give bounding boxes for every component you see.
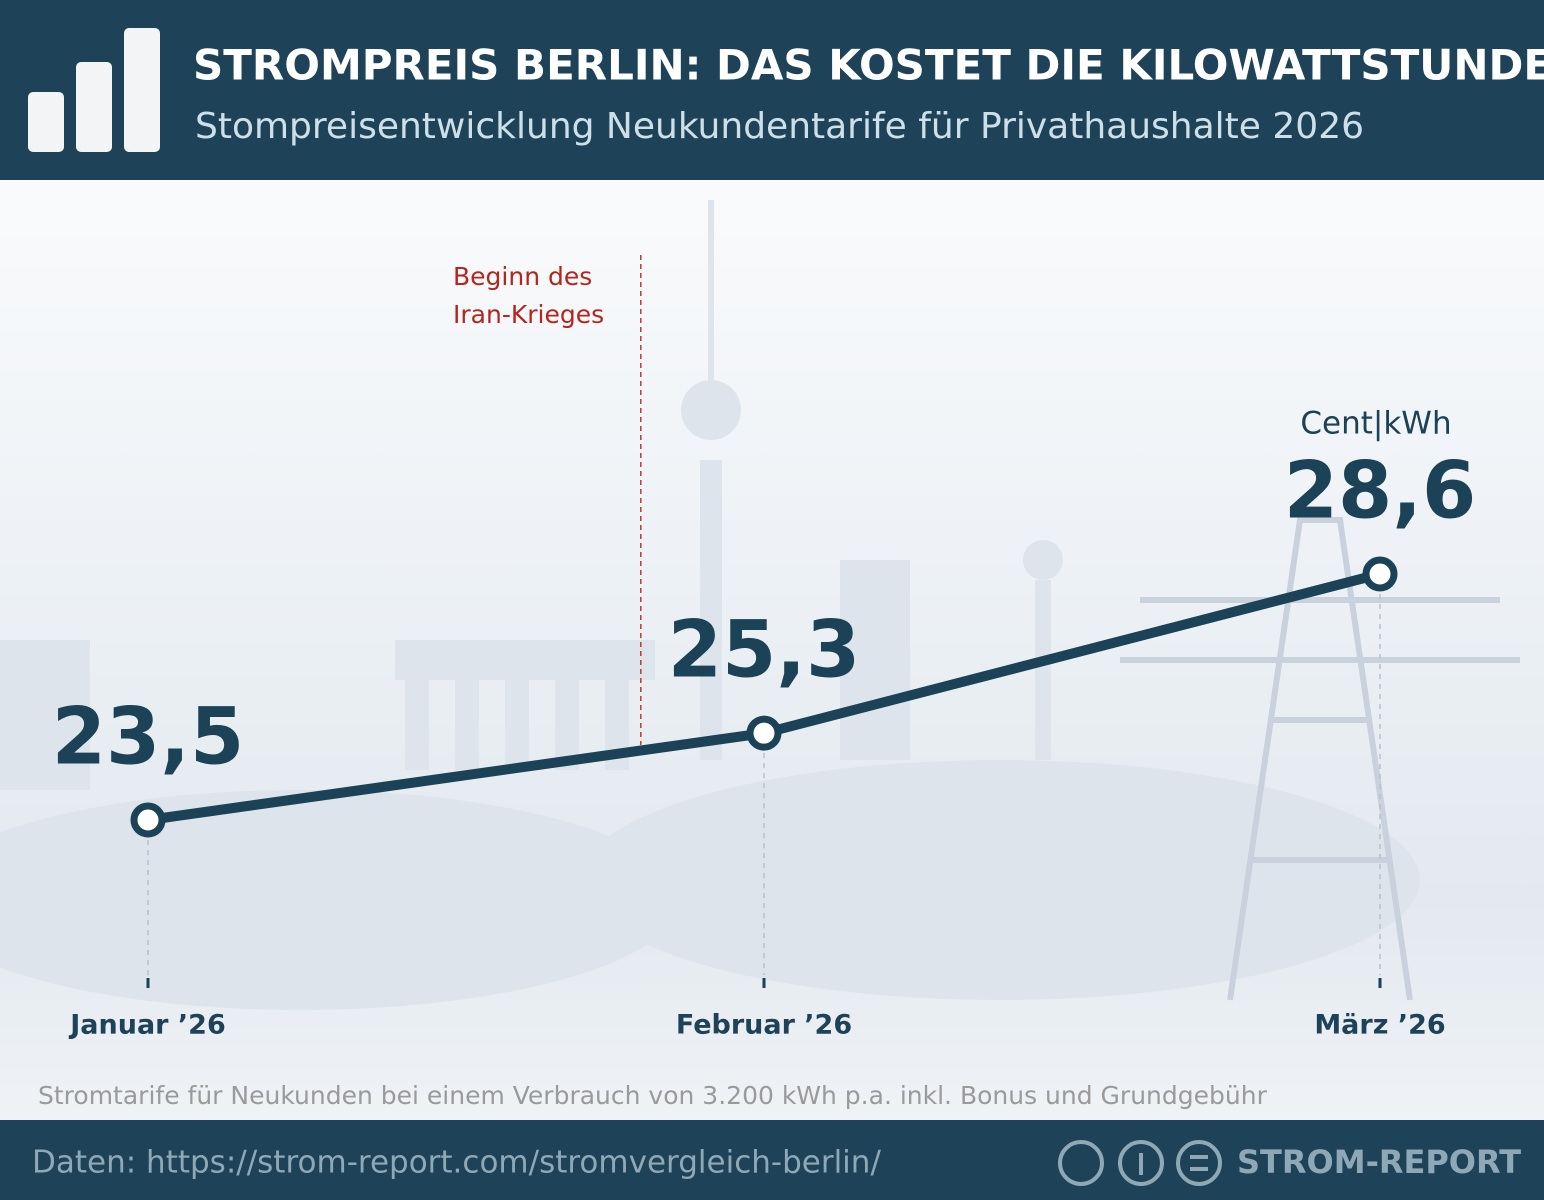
point xyxy=(130,802,166,838)
point xyxy=(746,715,782,751)
x-tick-label: März ’26 xyxy=(1314,1010,1445,1041)
header xyxy=(0,0,1544,180)
brand: STROM-REPORT xyxy=(1237,1143,1521,1181)
source: Daten: https://strom-report.com/stromver… xyxy=(32,1145,881,1181)
skyline xyxy=(0,200,1420,1010)
license-icons xyxy=(1058,1140,1222,1186)
chart-subtitle: Stompreisentwicklung Neukundentarife für… xyxy=(195,106,1364,147)
value-label: 25,3 xyxy=(668,606,860,696)
value-label: 28,6 xyxy=(1284,446,1476,536)
point xyxy=(1362,556,1398,592)
x-tick-label: Januar ’26 xyxy=(68,1010,225,1041)
annotation-text: Iran-Krieges xyxy=(453,300,604,329)
x-tick-label: Februar ’26 xyxy=(676,1010,852,1041)
pylon xyxy=(1120,517,1520,1001)
logo-icon xyxy=(28,28,160,152)
value-label: 23,5 xyxy=(52,692,244,782)
annotation-text: Beginn des xyxy=(453,262,592,291)
chart-title: STROMPREIS BERLIN: DAS KOSTET DIE KILOWA… xyxy=(193,41,1544,90)
note: Stromtarife für Neukunden bei einem Verb… xyxy=(38,1081,1268,1110)
plot: Beginn des Iran-Krieges Januar ’26 Februar … xyxy=(52,255,1476,1041)
unit-label: Cent|kWh xyxy=(1300,406,1451,442)
footer xyxy=(0,1120,1544,1200)
